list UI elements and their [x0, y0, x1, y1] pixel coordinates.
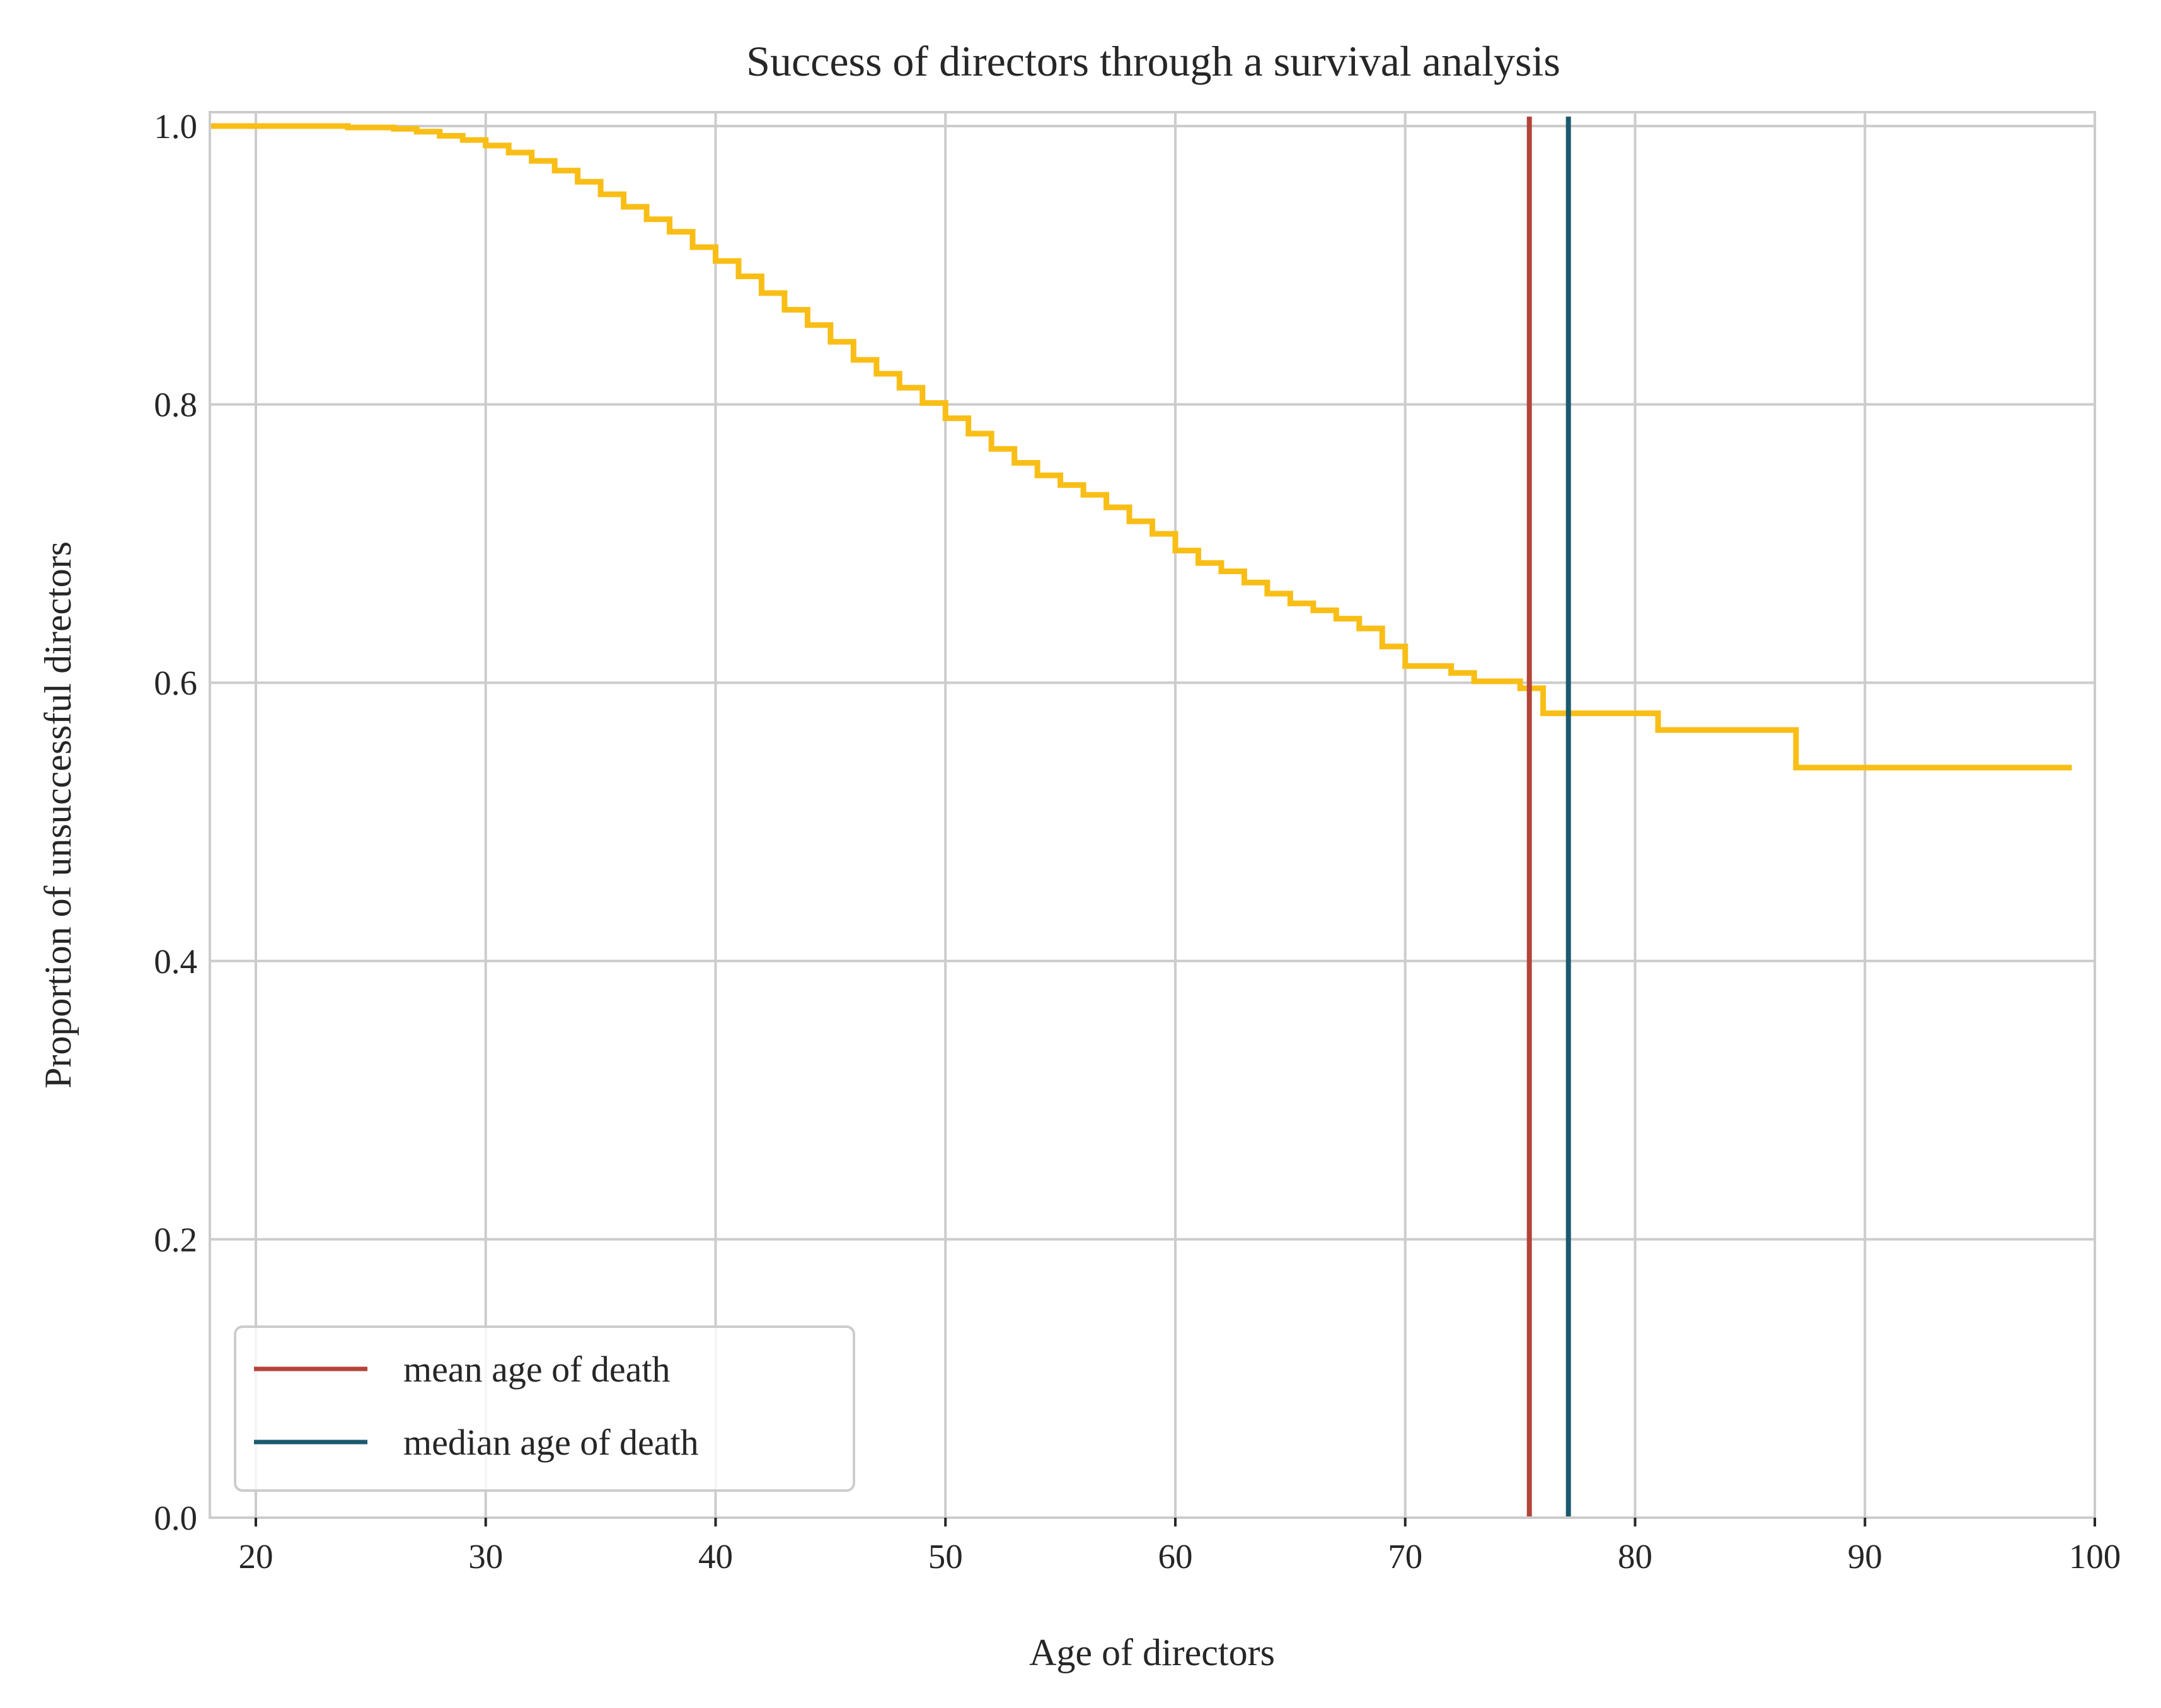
- x-tick-label: 80: [1618, 1537, 1652, 1576]
- legend-box: [234, 1325, 855, 1492]
- x-tick-label: 30: [468, 1537, 503, 1576]
- x-tick-label: 90: [1848, 1537, 1882, 1576]
- y-axis-label: Proportion of unsuccessful directors: [37, 541, 79, 1088]
- x-tick-label: 20: [238, 1537, 273, 1576]
- legend: mean age of death median age of death: [234, 1325, 855, 1492]
- y-tick-label: 0.8: [154, 386, 197, 424]
- y-tick-label: 0.2: [154, 1220, 197, 1259]
- x-tick-label: 100: [2069, 1537, 2121, 1576]
- y-tick-label: 0.4: [154, 942, 197, 981]
- chart-title: Success of directors through a survival …: [746, 37, 1560, 85]
- x-tick-label: 50: [928, 1537, 963, 1576]
- legend-label-median: median age of death: [403, 1422, 699, 1463]
- x-tick-label: 70: [1388, 1537, 1422, 1576]
- x-tick-label: 40: [698, 1537, 733, 1576]
- plot-frame: [209, 111, 2096, 1519]
- survival-curve: [210, 123, 2072, 771]
- grid-lines: [210, 112, 2096, 1519]
- plot-area: [210, 117, 2072, 1518]
- y-tick-label: 1.0: [154, 107, 197, 146]
- x-axis-label: Age of directors: [1029, 1632, 1275, 1673]
- legend-label-mean: mean age of death: [403, 1349, 671, 1390]
- axis-ticks: 20 30 40 50 60 70 80 90 100 0.0 0.2 0.4 0.6 0.8 1.0: [154, 107, 2121, 1576]
- y-tick-label: 0.0: [154, 1499, 197, 1537]
- x-tick-label: 60: [1158, 1537, 1192, 1576]
- y-tick-label: 0.6: [154, 664, 197, 702]
